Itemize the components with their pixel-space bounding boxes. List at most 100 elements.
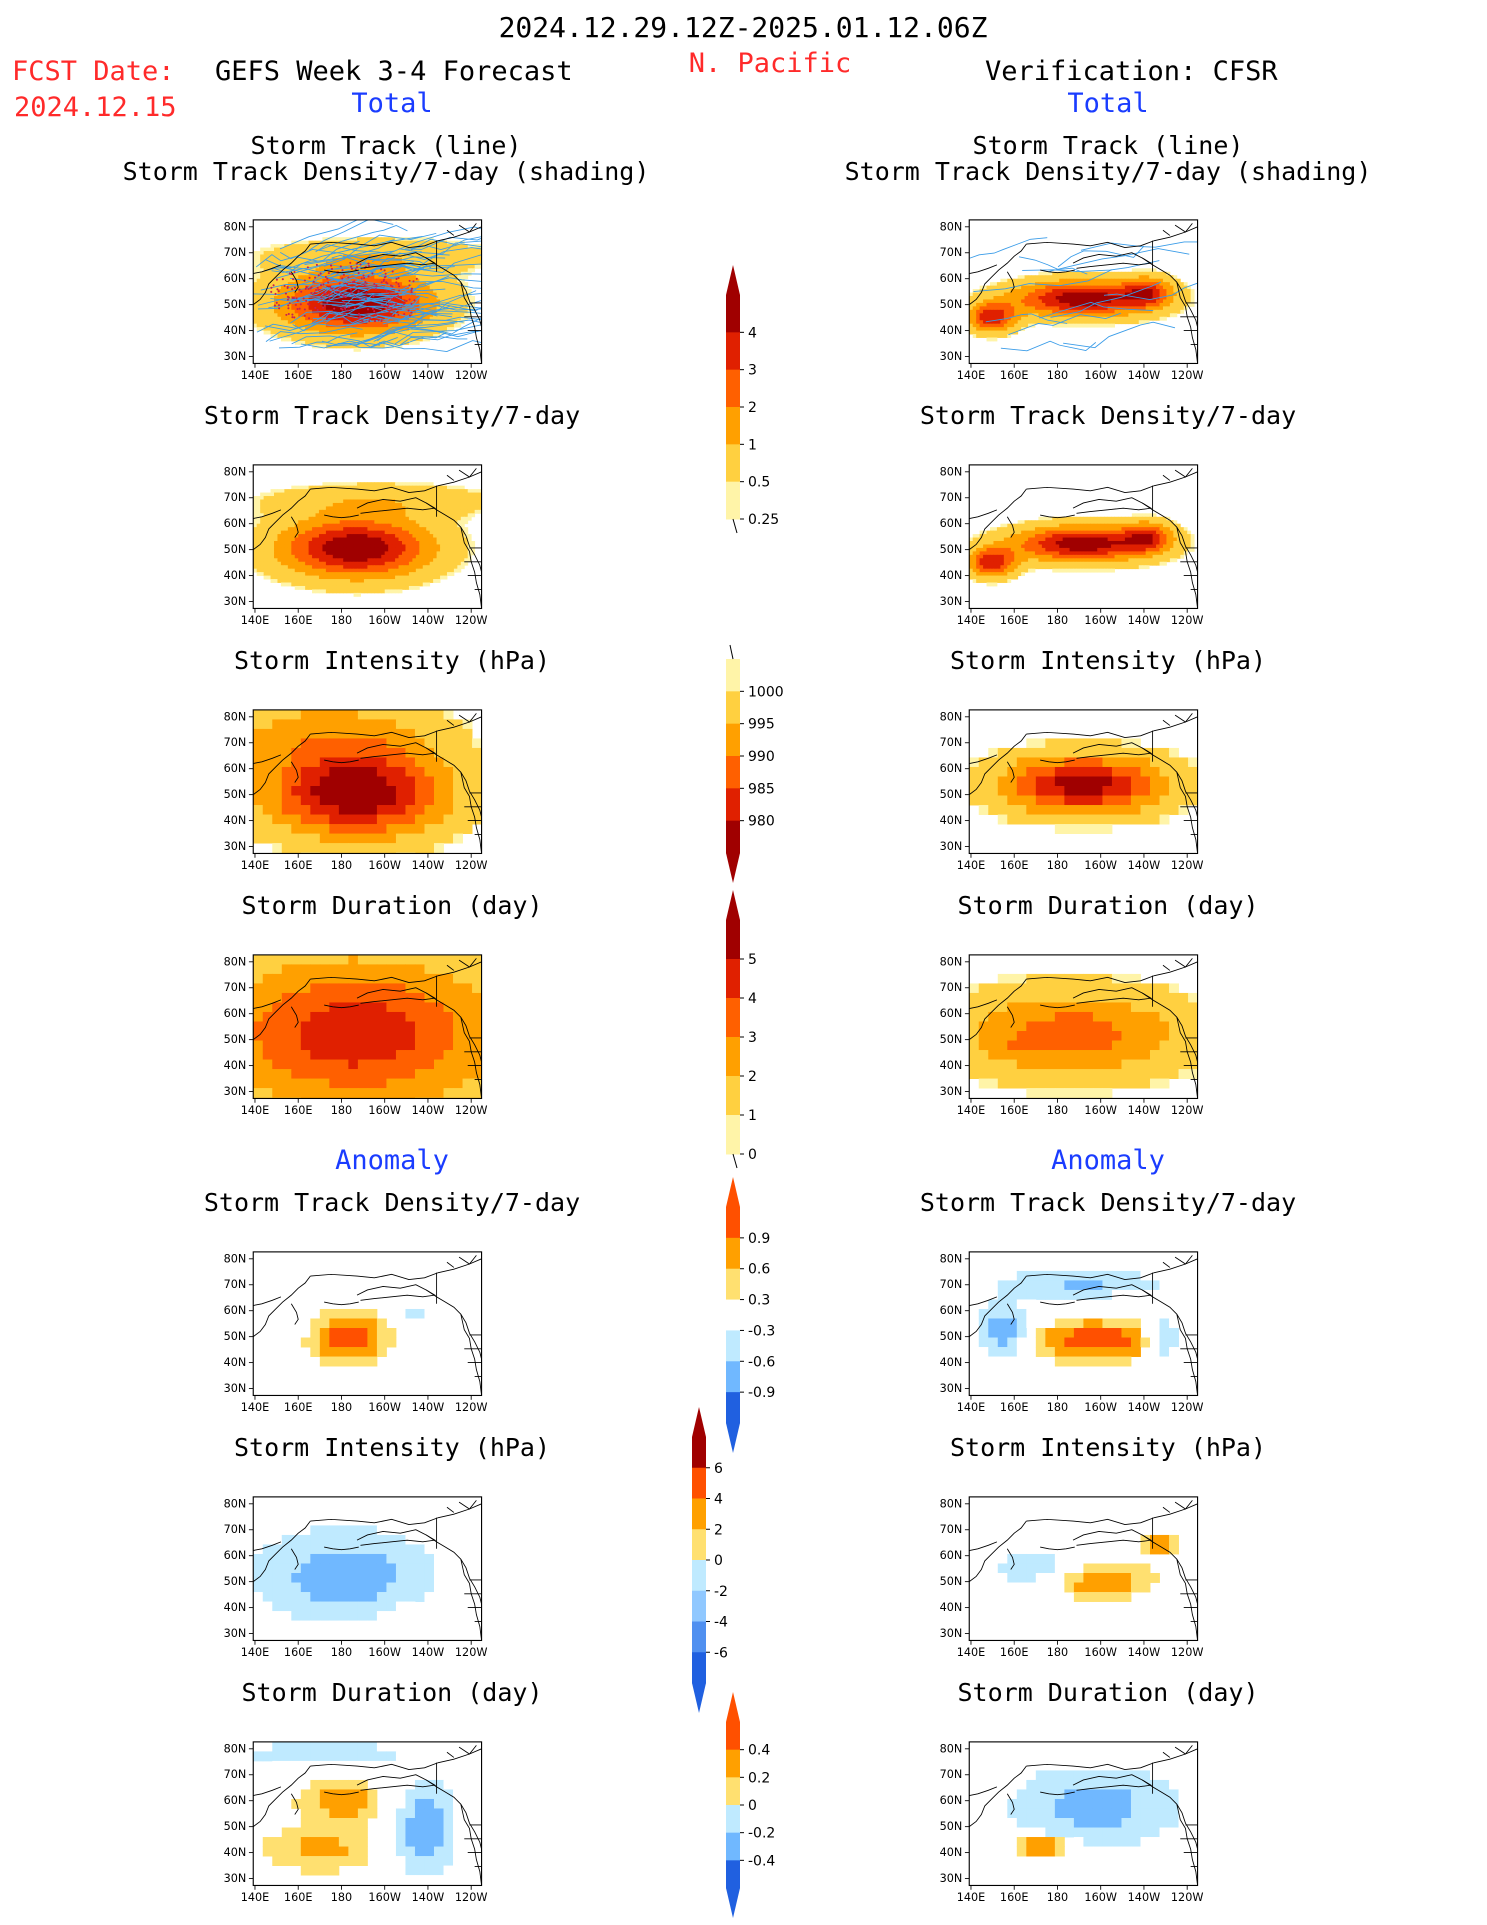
lon-tick-label: 140E xyxy=(241,1401,270,1414)
lon-tick-label: 120W xyxy=(1171,614,1204,627)
lat-tick-label: 80N xyxy=(224,465,247,478)
colorbar-label: 4 xyxy=(714,1492,723,1508)
lat-tick-label: 80N xyxy=(940,710,963,723)
colorbar-label: -0.4 xyxy=(748,1853,775,1869)
colorbar-label: -0.2 xyxy=(748,1826,775,1842)
colorbar-density: 4 3 2 1 0.5 0.25 xyxy=(726,265,779,534)
lon-tick-label: 120W xyxy=(1171,1646,1204,1659)
lat-tick-label: 50N xyxy=(224,1330,247,1343)
lat-tick-label: 40N xyxy=(940,1601,963,1614)
lon-tick-label: 160E xyxy=(284,1104,313,1117)
map-anom-density-forecast: 80N 70N 60N 50N 40N 30N 140E 160E 180 160W 140W 120… xyxy=(224,1251,488,1414)
lat-tick-label: 70N xyxy=(940,1768,963,1781)
lon-tick-label: 140E xyxy=(241,369,270,382)
map-intensity-forecast: 80N 70N 60N 50N 40N 30N 140E 160E 180 160W 140W 120… xyxy=(224,709,487,872)
lat-tick-label: 30N xyxy=(940,1085,963,1098)
lon-tick-label: 120W xyxy=(455,369,488,382)
lon-tick-label: 140W xyxy=(1128,369,1161,382)
colorbar-label: 3 xyxy=(748,1030,757,1046)
lon-tick-label: 140W xyxy=(412,1104,445,1117)
lon-tick-label: 120W xyxy=(1171,1401,1204,1414)
right-anom-intensity-title: Storm Intensity (hPa) xyxy=(949,1433,1267,1462)
lat-tick-label: 50N xyxy=(224,1575,247,1588)
lat-tick-label: 50N xyxy=(940,1033,963,1046)
colorbar-label: 0.2 xyxy=(748,1770,770,1786)
lon-tick-label: 160W xyxy=(1084,1891,1117,1904)
region-title: N. Pacific xyxy=(688,48,852,79)
colorbar-label: 0.4 xyxy=(748,1743,770,1759)
lon-tick-label: 160E xyxy=(1000,1104,1029,1117)
colorbar-label: 3 xyxy=(748,363,757,379)
lat-tick-label: 80N xyxy=(224,1497,247,1510)
lon-tick-label: 160W xyxy=(1084,1104,1117,1117)
colorbar-label: -0.6 xyxy=(748,1354,775,1370)
lat-tick-label: 50N xyxy=(224,543,247,556)
colorbar-anom-intensity: 6 4 2 0 -2 -4 -6 xyxy=(692,1407,728,1713)
lat-tick-label: 40N xyxy=(940,1059,963,1072)
lon-tick-label: 140E xyxy=(957,1104,986,1117)
colorbar-label: -0.9 xyxy=(748,1385,775,1401)
lat-tick-label: 30N xyxy=(940,1627,963,1640)
lon-tick-label: 160W xyxy=(368,1891,401,1904)
colorbar-label: 0 xyxy=(748,1798,757,1814)
lat-tick-label: 80N xyxy=(224,710,247,723)
map-anom-intensity-forecast: 80N 70N 60N 50N 40N 30N 140E 160E 180 160W 140W 120… xyxy=(224,1496,487,1659)
colorbar-label: 1 xyxy=(748,1108,757,1124)
right-intensity-title: Storm Intensity (hPa) xyxy=(949,646,1267,675)
lon-tick-label: 160W xyxy=(368,369,401,382)
lon-tick-label: 140W xyxy=(1128,1104,1161,1117)
lon-tick-label: 140E xyxy=(957,369,986,382)
lon-tick-label: 160W xyxy=(1084,859,1117,872)
lon-tick-label: 180 xyxy=(331,1891,352,1904)
track-title-line1: Storm Track (line) xyxy=(972,131,1244,160)
lat-tick-label: 30N xyxy=(940,350,963,363)
lon-tick-label: 140E xyxy=(957,614,986,627)
lon-tick-label: 180 xyxy=(331,1401,352,1414)
lon-tick-label: 140W xyxy=(412,1891,445,1904)
lat-tick-label: 70N xyxy=(940,491,963,504)
lat-tick-label: 70N xyxy=(224,736,247,749)
colorbar-anom-density: 0.9 0.6 0.3 -0.3 -0.6 -0.9 xyxy=(726,1177,775,1453)
fcst-date-label: FCST Date: xyxy=(12,56,175,87)
right-density-title: Storm Track Density/7-day xyxy=(919,401,1297,430)
lat-tick-label: 50N xyxy=(940,543,963,556)
lat-tick-label: 40N xyxy=(224,814,247,827)
lat-tick-label: 40N xyxy=(224,1846,247,1859)
left-total-label: Total xyxy=(351,88,433,119)
lat-tick-label: 80N xyxy=(940,220,963,233)
lon-tick-label: 180 xyxy=(1047,1401,1068,1414)
lon-tick-label: 140E xyxy=(241,1646,270,1659)
lat-tick-label: 60N xyxy=(224,1794,247,1807)
colorbar-label: 990 xyxy=(748,749,775,765)
lat-tick-label: 30N xyxy=(224,595,247,608)
lat-tick-label: 50N xyxy=(224,788,247,801)
lon-tick-label: 120W xyxy=(455,1401,488,1414)
map-anom-intensity-verification: 80N 70N 60N 50N 40N 30N 140E 160E 180 160W 140W 120… xyxy=(940,1496,1204,1659)
colorbar-label: 4 xyxy=(748,991,757,1007)
lat-tick-label: 60N xyxy=(940,272,963,285)
lon-tick-label: 120W xyxy=(455,1104,488,1117)
right-anom-duration-title: Storm Duration (day) xyxy=(957,1678,1259,1707)
lon-tick-label: 160W xyxy=(368,859,401,872)
period-title: 2024.12.29.12Z-2025.01.12.06Z xyxy=(498,11,988,44)
lon-tick-label: 180 xyxy=(331,1646,352,1659)
lat-tick-label: 30N xyxy=(224,840,247,853)
lat-tick-label: 80N xyxy=(224,1742,247,1755)
left-anom-duration-title: Storm Duration (day) xyxy=(241,1678,543,1707)
colorbar-label: 0.3 xyxy=(748,1293,770,1309)
forecast-title: GEFS Week 3-4 Forecast xyxy=(215,56,573,87)
colorbar-label: 0.25 xyxy=(748,512,779,528)
lat-tick-label: 80N xyxy=(940,955,963,968)
lon-tick-label: 160E xyxy=(1000,859,1029,872)
lon-tick-label: 180 xyxy=(331,859,352,872)
lat-tick-label: 50N xyxy=(940,1330,963,1343)
track-title-line2: Storm Track Density/7-day (shading) xyxy=(844,157,1372,187)
right-anom-density-title: Storm Track Density/7-day xyxy=(919,1188,1297,1217)
lat-tick-label: 80N xyxy=(940,465,963,478)
lon-tick-label: 140W xyxy=(1128,614,1161,627)
map-duration-forecast: 80N 70N 60N 50N 40N 30N 140E 160E 180 160W 140W 120… xyxy=(224,954,488,1117)
lon-tick-label: 120W xyxy=(1171,369,1204,382)
lon-tick-label: 120W xyxy=(455,614,488,627)
lat-tick-label: 40N xyxy=(224,569,247,582)
lat-tick-label: 70N xyxy=(224,1768,247,1781)
